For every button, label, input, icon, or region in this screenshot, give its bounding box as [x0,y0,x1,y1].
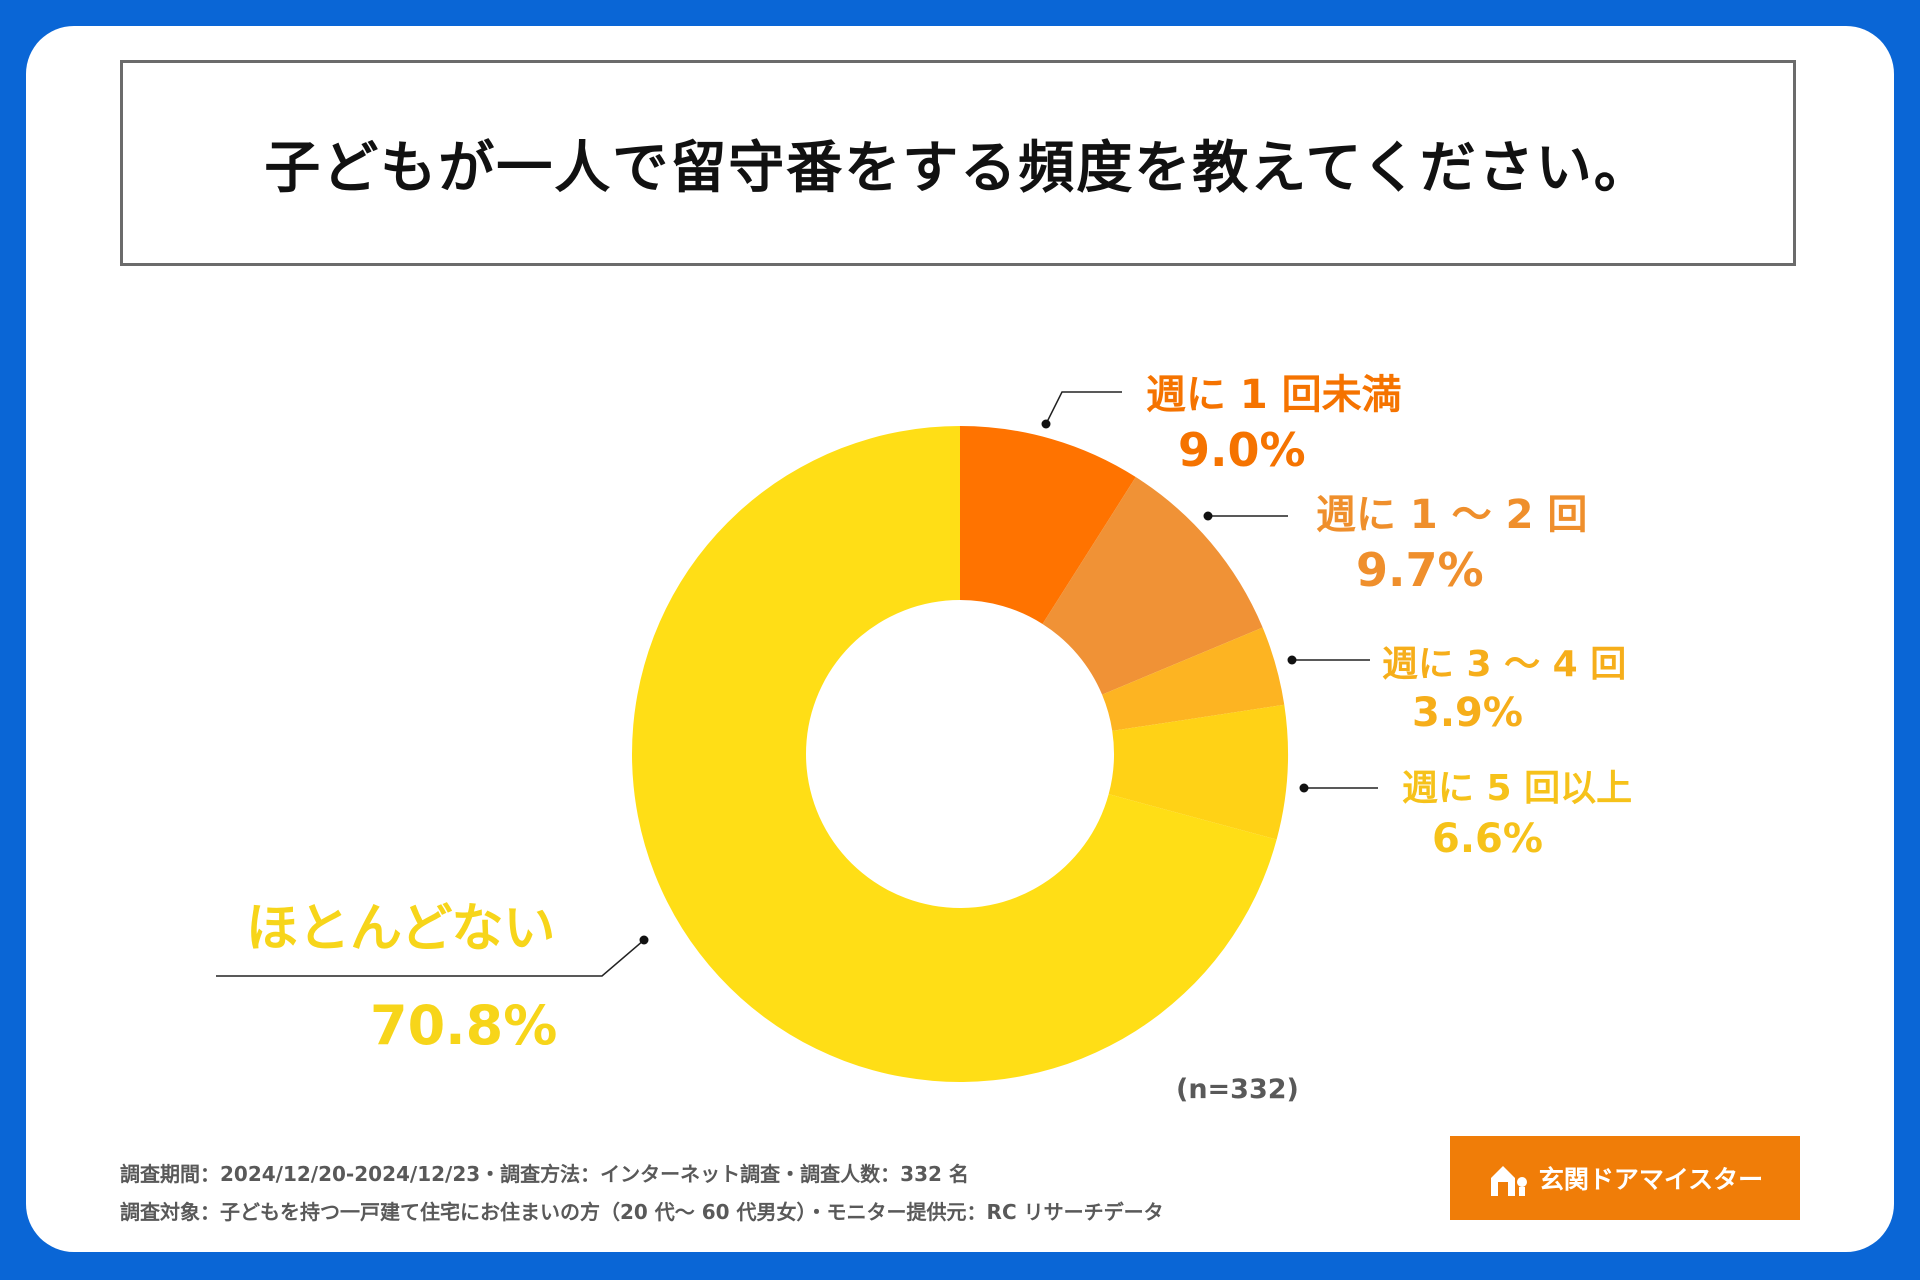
slice-name-label-5: ほとんどない [246,899,555,959]
slice-value-label-2: 9.7% [1356,543,1484,597]
chart-title: 子どもが一人で留守番をする頻度を教えてください。 [264,135,1652,201]
leader-line-5 [216,939,645,977]
slice-labels: 週に 1 回未満 9.0%週に 1 ～ 2 回 9.7% 週に 3 ～ 4 回 3.9%… [246,372,1632,1057]
slice-4 [1108,704,1288,840]
slice-value-label-4: 6.6% [1432,816,1543,862]
slice-name-label-2: 週に 1 ～ 2 回 [1316,492,1587,538]
leader-dot-5 [639,935,649,945]
leader-dot-3 [1287,655,1297,665]
slice-2 [1042,477,1263,695]
slice-value-label-5: 70.8% [370,994,557,1057]
slice-5 [631,426,1277,1083]
slice-name-label-4: 週に 5 回以上 [1402,768,1632,809]
slice-name-label-3: 週に 3 ～ 4 回 [1382,644,1626,685]
slice-name-label-1: 週に 1 回未満 [1146,372,1402,418]
slice-1 [960,426,1136,624]
house-door-icon [1490,1166,1527,1196]
brand-logo: 玄関ドアマイスター [1450,1136,1800,1220]
donut-slices [631,426,1288,1083]
survey-target-note: 調査対象：子どもを持つ一戸建て住宅にお住まいの方（20 代～ 60 代男女）・モ… [120,1200,1164,1224]
title-box: 子どもが一人で留守番をする頻度を教えてください。 [120,60,1796,266]
leader-lines [216,391,1378,977]
leader-dot-2 [1203,511,1213,521]
sample-size: (n=332) [1176,1074,1299,1105]
leader-line-1 [1045,391,1122,425]
logo-text: 玄関ドアマイスター [1538,1165,1764,1194]
leader-dot-1 [1041,419,1051,429]
slice-value-label-1: 9.0% [1178,423,1306,477]
slice-3 [1102,627,1285,731]
slice-value-label-3: 3.9% [1412,690,1523,736]
leader-dot-4 [1299,783,1309,793]
survey-period-note: 調査期間：2024/12/20-2024/12/23・調査方法：インターネット調… [120,1162,969,1186]
